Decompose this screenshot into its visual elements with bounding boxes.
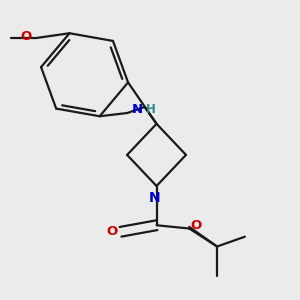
Text: N: N bbox=[149, 191, 161, 205]
Text: O: O bbox=[190, 219, 201, 232]
Text: O: O bbox=[21, 30, 32, 43]
Text: H: H bbox=[146, 103, 155, 116]
Text: O: O bbox=[107, 225, 118, 238]
Text: N: N bbox=[131, 103, 142, 116]
